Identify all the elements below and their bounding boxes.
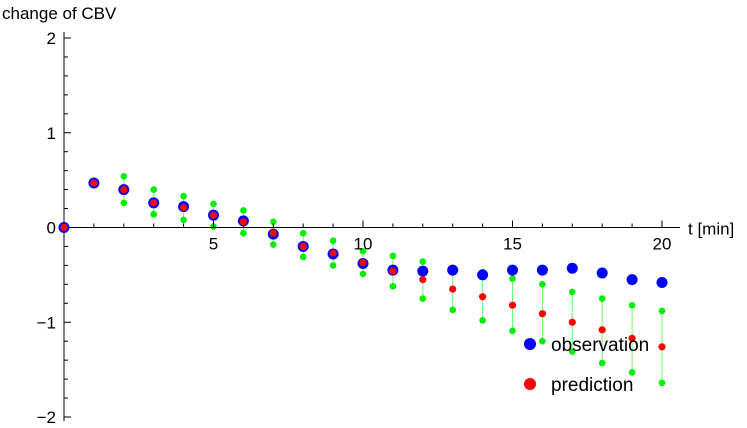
interval-upper-point	[120, 173, 128, 180]
observation-point	[596, 267, 608, 279]
axes	[63, 32, 680, 421]
prediction-point	[538, 310, 547, 318]
interval-lower-point	[180, 216, 187, 224]
interval-lower-point	[658, 379, 666, 387]
interval-lower-point	[509, 327, 516, 335]
interval-lower-point	[419, 295, 427, 302]
prediction-point	[658, 343, 666, 351]
observation-point	[536, 264, 548, 276]
prediction-point	[479, 293, 487, 301]
prediction-point	[180, 204, 188, 212]
interval-upper-point	[569, 288, 576, 296]
prediction-point	[239, 218, 247, 226]
observation-point	[566, 262, 578, 274]
prediction-point	[329, 249, 337, 257]
interval-upper-point	[240, 207, 247, 214]
observation-point	[656, 276, 668, 288]
interval-lower-point	[120, 199, 128, 207]
interval-lower-point	[240, 229, 247, 237]
legend-marker-observation	[524, 338, 536, 350]
interval-upper-point	[598, 295, 606, 302]
x-tick-label: 20	[653, 235, 672, 254]
prediction-point	[150, 199, 158, 207]
interval-upper-point	[389, 252, 397, 260]
prediction-point	[120, 186, 128, 194]
interval-lower-point	[270, 241, 277, 248]
prediction-point	[299, 242, 307, 251]
prediction-point	[508, 301, 517, 309]
interval-upper-point	[539, 281, 546, 288]
interval-lower-point	[329, 262, 337, 269]
x-tick-label: 10	[354, 235, 373, 254]
interval-upper-point	[658, 307, 666, 315]
legend-label-observation: observation	[551, 335, 649, 356]
interval-upper-point	[359, 247, 367, 255]
observation-point	[507, 264, 518, 276]
prediction-point	[209, 211, 218, 219]
prediction-point	[359, 258, 367, 267]
y-tick-label: 2	[47, 29, 56, 48]
interval-upper-point	[210, 200, 217, 208]
prediction-interval-group	[120, 173, 666, 387]
prediction-point	[389, 267, 397, 275]
observation-point	[477, 269, 489, 281]
prediction-point	[598, 326, 606, 334]
interval-lower-point	[449, 306, 457, 314]
interval-upper-point	[329, 237, 337, 245]
interval-upper-point	[270, 218, 277, 226]
legend-label-prediction: prediction	[551, 375, 633, 396]
x-tick-label: 5	[209, 235, 218, 254]
prediction-point	[419, 276, 427, 284]
x-tick-label: 15	[503, 235, 522, 254]
observation-point	[417, 265, 429, 277]
tick-group: 5 10 15 20 −2 −1 0 1 2	[37, 29, 672, 427]
y-axis-label: change of CBV	[2, 4, 117, 23]
interval-lower-point	[389, 282, 397, 290]
interval-lower-point	[479, 317, 486, 324]
interval-upper-point	[150, 186, 157, 193]
interval-upper-point	[509, 275, 516, 282]
prediction-point	[449, 285, 457, 293]
observation-point	[626, 274, 638, 286]
interval-upper-point	[299, 229, 307, 237]
legend-marker-prediction	[524, 378, 536, 390]
interval-lower-point	[598, 359, 606, 367]
interval-upper-point	[628, 301, 636, 309]
prediction-point	[568, 318, 576, 326]
interval-lower-point	[539, 337, 546, 345]
interval-lower-point	[569, 348, 576, 355]
data-points-group	[58, 177, 668, 351]
legend: observation prediction	[524, 335, 649, 396]
prediction-point	[269, 229, 277, 237]
interval-lower-point	[628, 369, 636, 376]
y-tick-label: −2	[37, 408, 56, 427]
interval-lower-point	[299, 253, 307, 261]
prediction-point	[60, 223, 68, 232]
y-tick-label: 1	[47, 124, 56, 143]
y-tick-label: −1	[37, 313, 56, 332]
interval-upper-point	[180, 192, 187, 200]
prediction-point	[628, 334, 636, 342]
observation-point	[447, 264, 459, 276]
y-tick-label: 0	[47, 219, 56, 238]
interval-lower-point	[359, 270, 367, 278]
interval-upper-point	[419, 258, 427, 265]
interval-lower-point	[150, 210, 157, 218]
x-axis-label: t [min]	[688, 220, 734, 239]
prediction-point	[90, 179, 98, 187]
